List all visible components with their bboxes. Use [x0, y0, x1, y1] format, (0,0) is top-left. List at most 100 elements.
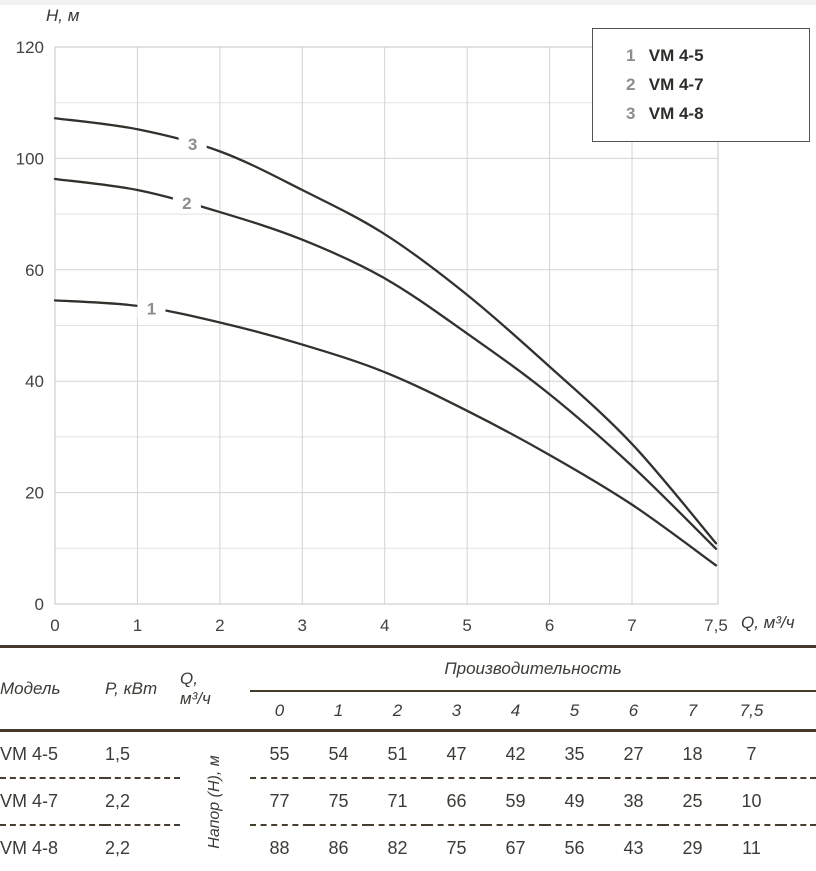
head-value: 51 — [368, 730, 427, 779]
x-tick-label: 7 — [627, 616, 636, 635]
curve-number-label: 3 — [188, 135, 197, 154]
flow-col-header: 5 — [545, 691, 604, 732]
legend-curve-label: VM 4-7 — [648, 75, 704, 94]
flow-col-header: 7,5 — [722, 691, 781, 732]
table-row: VM 4-7 2,2 77 75 71 66 59 49 38 25 10 — [0, 778, 816, 826]
y-tick-label: 0 — [35, 595, 44, 614]
head-value: 11 — [722, 825, 781, 871]
header-performance-span: Производительность — [250, 646, 816, 692]
head-value: 54 — [309, 730, 368, 779]
legend-curve-number: 2 — [626, 75, 636, 94]
flow-col-header: 4 — [486, 691, 545, 732]
x-tick-label: 7,5 — [704, 616, 728, 635]
y-tick-label: 100 — [16, 149, 44, 168]
flow-col-header: 0 — [250, 691, 309, 732]
head-value: 43 — [604, 825, 663, 871]
head-value: 49 — [545, 778, 604, 826]
head-value: 42 — [486, 730, 545, 779]
head-value: 18 — [663, 730, 722, 779]
y-tick-label: 120 — [16, 38, 44, 57]
header-flow-line1: Q, — [180, 668, 198, 688]
legend-curve-label: VM 4-5 — [648, 46, 704, 65]
head-value: 71 — [368, 778, 427, 826]
head-value: 25 — [663, 778, 722, 826]
y-tick-label: 40 — [25, 372, 44, 391]
flow-col-header: 6 — [604, 691, 663, 732]
plot-border — [54, 46, 719, 605]
header-flow: Q, м³/ч — [180, 646, 250, 732]
y-axis-title: H, м — [46, 6, 80, 25]
flow-col-header: 3 — [427, 691, 486, 732]
head-value: 77 — [250, 778, 309, 826]
head-value: 88 — [250, 825, 309, 871]
legend-item: 3 VM 4-8 — [626, 99, 809, 128]
page-top-strip — [0, 0, 816, 5]
x-axis-title: Q, м³/ч — [741, 613, 795, 632]
flow-values-row: 0 1 2 3 4 5 6 7 7,5 — [0, 691, 816, 732]
chart-canvas: 120 100 60 40 20 00 1 2 3 4 5 6 7 7,5 1 2 3 — [16, 38, 728, 635]
row-spacer — [781, 778, 816, 826]
model-cell: VM 4-5 — [0, 730, 105, 779]
curve-label-backdrop — [172, 194, 201, 213]
head-value: 7 — [722, 730, 781, 779]
head-value: 75 — [427, 825, 486, 871]
head-value: 27 — [604, 730, 663, 779]
power-cell: 2,2 — [105, 825, 180, 871]
x-tick-label: 1 — [133, 616, 142, 635]
header-flow-line2: м³/ч — [180, 688, 211, 708]
power-cell: 2,2 — [105, 778, 180, 826]
row-spacer — [781, 730, 816, 779]
head-value: 82 — [368, 825, 427, 871]
x-tick-label: 0 — [50, 616, 59, 635]
x-tick-label: 4 — [380, 616, 389, 635]
legend-item: 1 VM 4-5 — [626, 41, 809, 70]
legend-curve-label: VM 4-8 — [648, 104, 704, 123]
head-value: 59 — [486, 778, 545, 826]
head-value: 75 — [309, 778, 368, 826]
row-spacer — [781, 825, 816, 871]
x-tick-label: 2 — [215, 616, 224, 635]
x-tick-label: 3 — [298, 616, 307, 635]
chart-legend: 1 VM 4-5 2 VM 4-7 3 VM 4-8 — [592, 28, 810, 142]
x-tick-label: 5 — [462, 616, 471, 635]
curve-number-label: 2 — [182, 194, 191, 213]
head-value: 86 — [309, 825, 368, 871]
head-value: 10 — [722, 778, 781, 826]
curve-vm-4-7 — [53, 177, 718, 550]
head-value: 55 — [250, 730, 309, 779]
head-value: 66 — [427, 778, 486, 826]
head-value: 67 — [486, 825, 545, 871]
head-value: 35 — [545, 730, 604, 779]
head-axis-label: Напор (Н), м — [206, 754, 223, 849]
curve-vm-4-8 — [53, 117, 718, 545]
head-axis-cell: Напор (Н), м — [180, 730, 250, 871]
model-cell: VM 4-8 — [0, 825, 105, 871]
flow-col-header: 1 — [309, 691, 368, 732]
curve-number-label: 1 — [147, 300, 156, 319]
table-header-row: Модель P, кВт Q, м³/ч Производительность — [0, 646, 816, 732]
table-row: VM 4-5 1,5 Напор (Н), м 55 54 51 47 42 3… — [0, 730, 816, 871]
pump-curves-chart: 120 100 60 40 20 0 0 1 2 3 4 5 6 7 7,5 1 2 3 H, м Q, м³/ч… — [16, 6, 810, 635]
legend-item: 2 VM 4-7 — [626, 70, 809, 99]
y-tick-label: 20 — [25, 484, 44, 503]
power-cell: 1,5 — [105, 730, 180, 779]
flow-col-header: 7 — [663, 691, 722, 732]
model-cell: VM 4-7 — [0, 778, 105, 826]
curve-vm-4-5 — [53, 299, 718, 567]
head-value: 47 — [427, 730, 486, 779]
curve-label-backdrop — [178, 135, 207, 154]
head-value: 56 — [545, 825, 604, 871]
flow-col-header: 2 — [368, 691, 427, 732]
table-row: VM 4-8 2,2 88 86 82 75 67 56 43 29 11 — [0, 825, 816, 871]
legend-curve-number: 1 — [626, 46, 636, 65]
x-tick-label: 6 — [545, 616, 554, 635]
flow-col-spacer — [781, 691, 816, 732]
head-value: 29 — [663, 825, 722, 871]
head-value: 38 — [604, 778, 663, 826]
legend-curve-number: 3 — [626, 104, 636, 123]
curve-label-backdrop — [137, 299, 166, 318]
performance-table: Модель P, кВт Q, м³/ч Производительность… — [0, 645, 816, 871]
header-power: P, кВт — [105, 646, 180, 732]
y-tick-label: 60 — [25, 261, 44, 280]
